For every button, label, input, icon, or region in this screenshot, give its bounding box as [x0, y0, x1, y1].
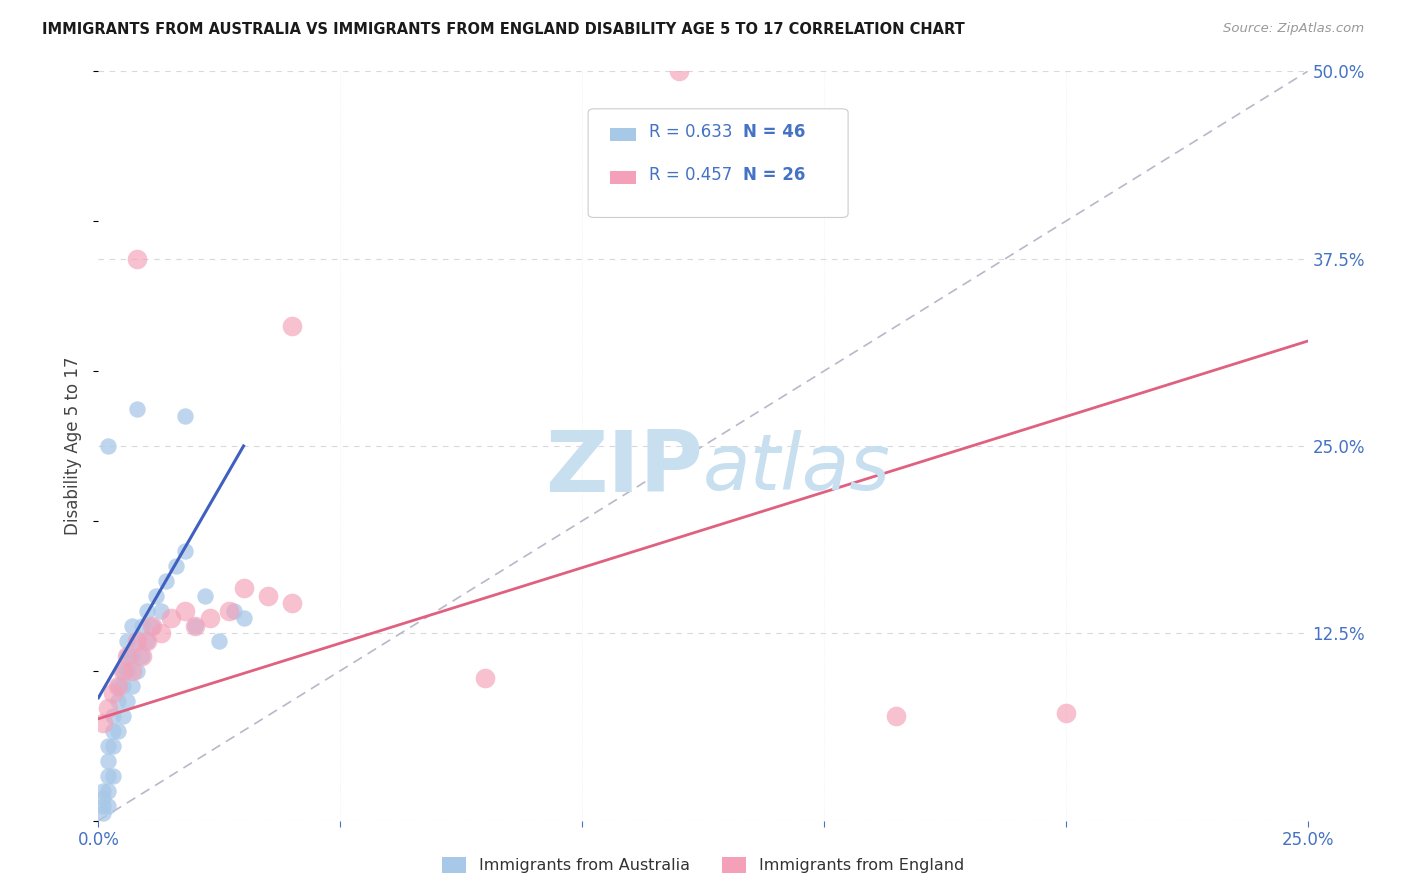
Point	[150, 604, 173, 618]
Point	[97, 783, 120, 797]
Point	[135, 604, 157, 618]
Point	[117, 648, 139, 663]
Point	[141, 619, 163, 633]
Point	[111, 664, 134, 678]
Point	[127, 633, 149, 648]
Point	[232, 611, 254, 625]
Point	[131, 648, 153, 663]
Text: R = 0.457: R = 0.457	[648, 166, 733, 184]
Text: ZIP: ZIP	[546, 427, 703, 510]
Point	[174, 544, 197, 558]
Point	[117, 694, 139, 708]
Point	[150, 626, 173, 640]
Point	[107, 694, 129, 708]
Point	[97, 439, 120, 453]
Text: R = 0.633: R = 0.633	[648, 123, 733, 141]
Point	[165, 558, 187, 573]
Point	[91, 798, 114, 813]
Point	[127, 401, 149, 416]
Point	[184, 619, 207, 633]
Point	[208, 633, 231, 648]
Point	[127, 664, 149, 678]
Point	[91, 783, 114, 797]
Point	[174, 409, 197, 423]
Point	[218, 604, 240, 618]
Point	[101, 708, 124, 723]
Point	[160, 611, 183, 625]
Point	[97, 798, 120, 813]
Point	[91, 806, 114, 821]
Point	[232, 582, 254, 596]
Point	[127, 633, 149, 648]
Point	[886, 708, 908, 723]
Point	[222, 604, 245, 618]
Point	[174, 604, 197, 618]
Point	[121, 679, 143, 693]
Point	[121, 619, 143, 633]
Point	[141, 619, 163, 633]
Point	[131, 648, 153, 663]
Point	[111, 664, 134, 678]
Point	[194, 589, 217, 603]
Point	[101, 723, 124, 738]
Point	[1054, 706, 1077, 720]
Point	[111, 708, 134, 723]
Point	[135, 633, 157, 648]
Point	[97, 739, 120, 753]
Point	[155, 574, 177, 588]
Point	[121, 648, 143, 663]
Y-axis label: Disability Age 5 to 17: Disability Age 5 to 17	[65, 357, 83, 535]
Point	[91, 716, 114, 731]
Point	[131, 619, 153, 633]
Point	[135, 633, 157, 648]
Point	[256, 589, 278, 603]
Point	[111, 679, 134, 693]
Point	[101, 769, 124, 783]
Text: IMMIGRANTS FROM AUSTRALIA VS IMMIGRANTS FROM ENGLAND DISABILITY AGE 5 TO 17 CORR: IMMIGRANTS FROM AUSTRALIA VS IMMIGRANTS …	[42, 22, 965, 37]
Point	[474, 671, 496, 685]
Point	[198, 611, 221, 625]
Point	[107, 723, 129, 738]
Text: N = 46: N = 46	[742, 123, 806, 141]
Point	[97, 701, 120, 715]
Point	[97, 754, 120, 768]
Point	[184, 619, 207, 633]
Point	[281, 319, 304, 334]
Point	[91, 791, 114, 805]
Point	[107, 679, 129, 693]
FancyBboxPatch shape	[588, 109, 848, 218]
Point	[117, 664, 139, 678]
Point	[145, 589, 167, 603]
Legend: Immigrants from Australia, Immigrants from England: Immigrants from Australia, Immigrants fr…	[436, 850, 970, 880]
Point	[121, 664, 143, 678]
Point	[127, 252, 149, 266]
Point	[101, 686, 124, 700]
Bar	[610, 170, 637, 184]
Point	[117, 648, 139, 663]
Text: Source: ZipAtlas.com: Source: ZipAtlas.com	[1223, 22, 1364, 36]
Point	[107, 679, 129, 693]
Point	[101, 739, 124, 753]
Point	[281, 596, 304, 610]
Point	[97, 769, 120, 783]
Text: atlas: atlas	[703, 431, 891, 507]
Bar	[610, 128, 637, 141]
Text: N = 26: N = 26	[742, 166, 806, 184]
Point	[117, 633, 139, 648]
Point	[668, 64, 690, 78]
